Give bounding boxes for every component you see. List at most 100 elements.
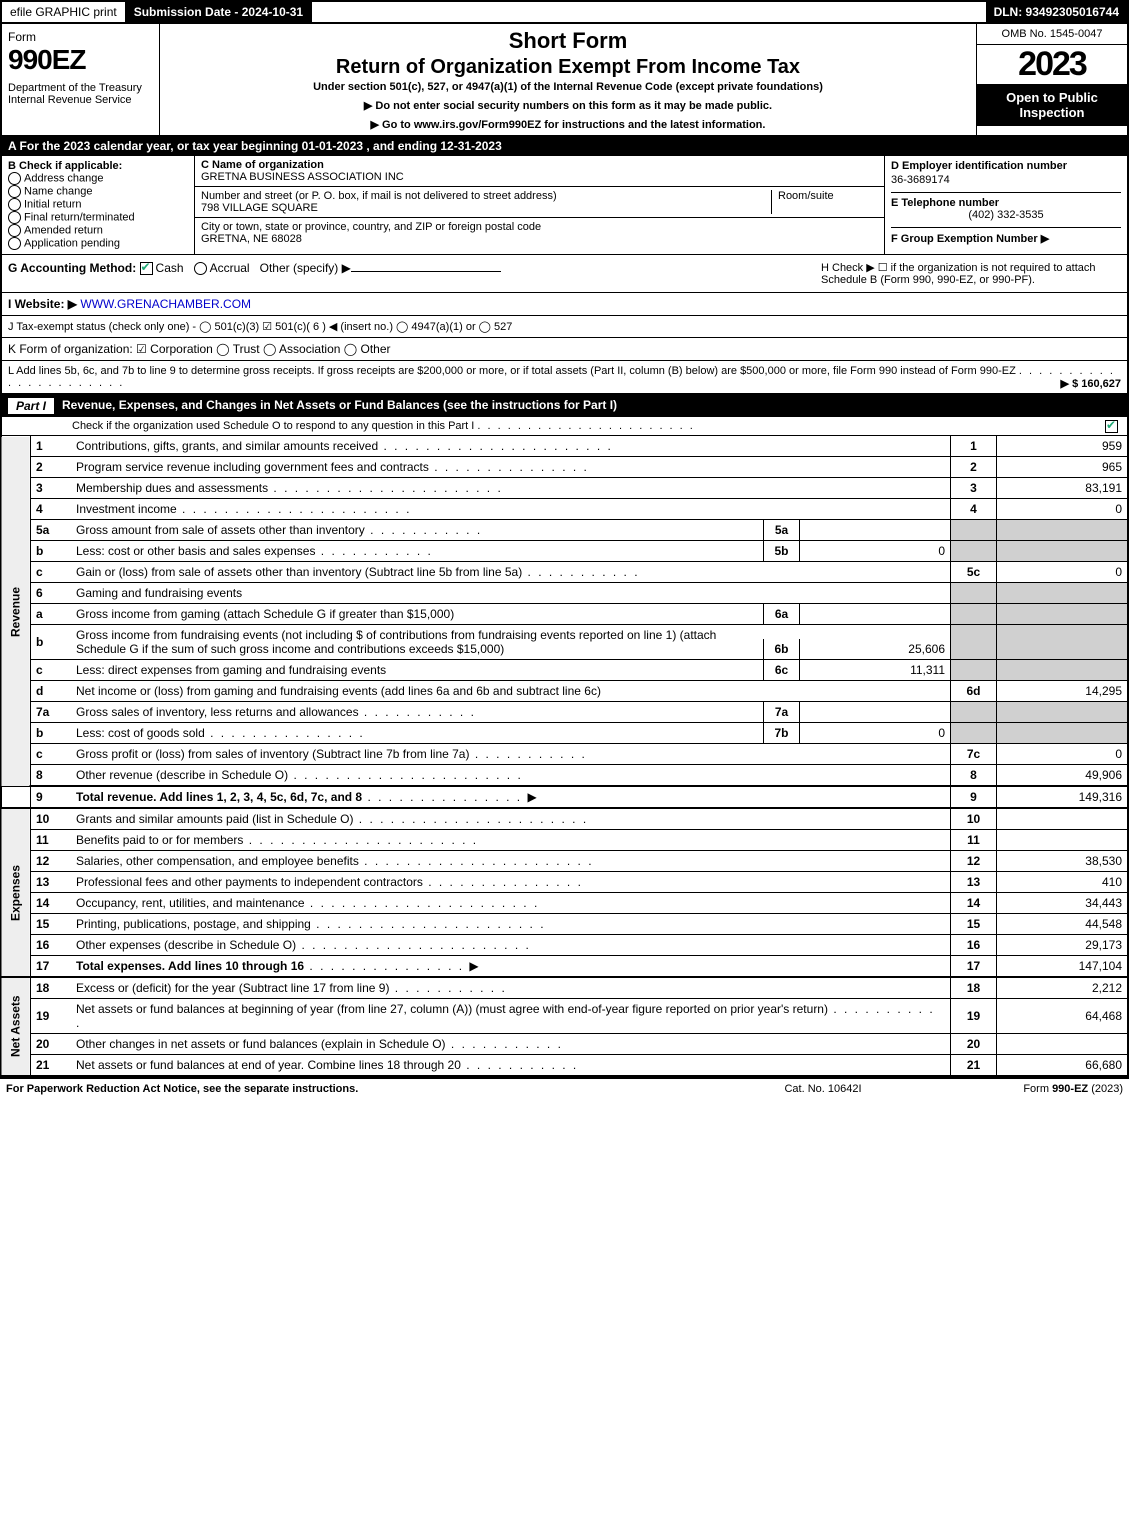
line-5b-boxlabel: 5b xyxy=(763,541,800,561)
part-i-label: Part I xyxy=(8,398,54,414)
line-num-7c: c xyxy=(31,744,72,765)
row-gh: G Accounting Method: Cash Accrual Other … xyxy=(0,255,1129,293)
line-num-9: 9 xyxy=(31,786,72,808)
dots-icon xyxy=(477,420,694,432)
dots-icon xyxy=(365,523,482,537)
line-11-desc: Benefits paid to or for members xyxy=(76,833,243,847)
line-num-6d: d xyxy=(31,681,72,702)
opt-amended-return: Amended return xyxy=(24,224,103,236)
checkbox-initial-return[interactable] xyxy=(8,198,21,211)
line-21-box: 21 xyxy=(951,1055,997,1077)
line-num-6a: a xyxy=(31,604,72,625)
checkbox-accrual[interactable] xyxy=(194,262,207,275)
section-bcdef: B Check if applicable: Address change Na… xyxy=(0,156,1129,255)
i-label: I Website: ▶ xyxy=(8,297,77,311)
line-num-17: 17 xyxy=(31,956,72,978)
dots-icon xyxy=(446,1037,563,1051)
form-number: 990EZ xyxy=(8,44,153,76)
line-6-desc: Gaming and fundraising events xyxy=(71,583,951,604)
short-form-title: Short Form xyxy=(166,28,970,54)
line-20-box: 20 xyxy=(951,1034,997,1055)
line-5c-desc: Gain or (loss) from sale of assets other… xyxy=(76,565,522,579)
checkbox-name-change[interactable] xyxy=(8,185,21,198)
header-left: Form 990EZ Department of the Treasury In… xyxy=(2,24,160,135)
h-schedule-b: H Check ▶ ☐ if the organization is not r… xyxy=(821,261,1121,286)
submission-date: Submission Date - 2024-10-31 xyxy=(126,2,312,22)
row-j-tax-exempt: J Tax-exempt status (check only one) - ◯… xyxy=(0,316,1129,338)
dots-icon xyxy=(359,705,476,719)
checkbox-cash[interactable] xyxy=(140,262,153,275)
line-num-15: 15 xyxy=(31,914,72,935)
line-21-value: 66,680 xyxy=(997,1055,1129,1077)
checkbox-schedule-o[interactable] xyxy=(1105,420,1118,433)
line-16-box: 16 xyxy=(951,935,997,956)
dots-icon xyxy=(315,544,432,558)
goto-link[interactable]: ▶ Go to www.irs.gov/Form990EZ for instru… xyxy=(166,118,970,131)
line-1-desc: Contributions, gifts, grants, and simila… xyxy=(76,439,378,453)
dots-icon xyxy=(359,854,594,868)
line-17-desc: Total expenses. Add lines 10 through 16 xyxy=(76,959,304,973)
checkbox-address-change[interactable] xyxy=(8,172,21,185)
g-cash: Cash xyxy=(156,261,184,275)
line-num-6b: b xyxy=(31,625,72,660)
grey-cell xyxy=(951,723,997,744)
checkbox-application-pending[interactable] xyxy=(8,237,21,250)
line-num-2: 2 xyxy=(31,457,72,478)
line-6b-boxvalue: 25,606 xyxy=(800,639,950,659)
room-suite-label: Room/suite xyxy=(772,190,878,214)
line-7a-boxlabel: 7a xyxy=(763,702,800,722)
line-6d-value: 14,295 xyxy=(997,681,1129,702)
line-15-desc: Printing, publications, postage, and shi… xyxy=(76,917,311,931)
line-5a-boxlabel: 5a xyxy=(763,520,800,540)
dots-icon xyxy=(305,896,540,910)
line-11-box: 11 xyxy=(951,830,997,851)
website-link[interactable]: WWW.GRENACHAMBER.COM xyxy=(80,297,251,311)
lines-table: Revenue 1 Contributions, gifts, grants, … xyxy=(0,436,1129,1077)
line-num-18: 18 xyxy=(31,977,72,999)
line-1-box: 1 xyxy=(951,436,997,457)
grey-cell xyxy=(951,660,997,681)
grey-cell xyxy=(997,583,1129,604)
dots-icon xyxy=(311,917,546,931)
grey-cell xyxy=(951,583,997,604)
opt-application-pending: Application pending xyxy=(24,237,120,249)
line-3-box: 3 xyxy=(951,478,997,499)
dots-icon xyxy=(296,938,531,952)
ein-value: 36-3689174 xyxy=(891,174,1121,186)
grey-cell xyxy=(997,520,1129,541)
checkbox-amended-return[interactable] xyxy=(8,224,21,237)
line-6c-boxvalue: 11,311 xyxy=(800,660,950,680)
grey-cell xyxy=(997,702,1129,723)
line-7a-desc: Gross sales of inventory, less returns a… xyxy=(76,705,359,719)
line-7b-desc: Less: cost of goods sold xyxy=(76,726,205,740)
line-num-3: 3 xyxy=(31,478,72,499)
line-9-box: 9 xyxy=(951,786,997,808)
line-3-desc: Membership dues and assessments xyxy=(76,481,268,495)
dots-icon xyxy=(304,959,469,973)
grey-cell xyxy=(951,541,997,562)
line-4-value: 0 xyxy=(997,499,1129,520)
department: Department of the Treasury Internal Reve… xyxy=(8,82,153,106)
line-18-value: 2,212 xyxy=(997,977,1129,999)
row-l-gross-receipts: L Add lines 5b, 6c, and 7b to line 9 to … xyxy=(0,361,1129,395)
dots-icon xyxy=(362,790,527,804)
line-13-value: 410 xyxy=(997,872,1129,893)
line-7c-box: 7c xyxy=(951,744,997,765)
line-13-box: 13 xyxy=(951,872,997,893)
line-5c-value: 0 xyxy=(997,562,1129,583)
telephone-value: (402) 332-3535 xyxy=(891,209,1121,221)
part-i-sub: Check if the organization used Schedule … xyxy=(0,417,1129,436)
main-title: Return of Organization Exempt From Incom… xyxy=(166,56,970,79)
line-5b-desc: Less: cost or other basis and sales expe… xyxy=(76,544,315,558)
line-11-value xyxy=(997,830,1129,851)
checkbox-final-return[interactable] xyxy=(8,211,21,224)
efile-graphic-print: efile GRAPHIC print xyxy=(2,2,126,22)
line-5c-box: 5c xyxy=(951,562,997,583)
line-2-value: 965 xyxy=(997,457,1129,478)
row-a-tax-year: A For the 2023 calendar year, or tax yea… xyxy=(0,137,1129,156)
g-label: G Accounting Method: xyxy=(8,261,136,275)
l-text: L Add lines 5b, 6c, and 7b to line 9 to … xyxy=(8,365,1016,377)
footer-cat-no: Cat. No. 10642I xyxy=(723,1083,923,1095)
dots-icon xyxy=(389,981,506,995)
g-other-input[interactable] xyxy=(351,271,501,272)
